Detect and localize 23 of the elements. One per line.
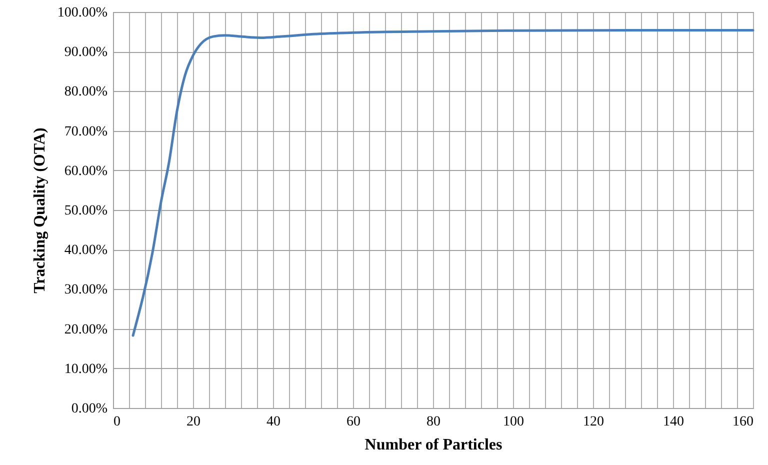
y-tick-label: 100.00% bbox=[57, 6, 108, 20]
x-tick-label: 140 bbox=[663, 414, 684, 430]
x-tick-label: 0 bbox=[114, 414, 120, 430]
x-tick-label: 80 bbox=[426, 414, 440, 430]
y-tick-label: 50.00% bbox=[64, 204, 108, 218]
y-tick-label: 10.00% bbox=[64, 362, 108, 377]
y-tick-label: 20.00% bbox=[64, 322, 108, 338]
y-tick-label: 0.00% bbox=[71, 402, 108, 416]
x-tick-label: 20 bbox=[186, 414, 200, 430]
y-tick-label: 80.00% bbox=[64, 84, 108, 100]
line-series bbox=[132, 28, 754, 337]
y-tick-label: 70.00% bbox=[64, 124, 108, 140]
x-axis-title: Number of Particles bbox=[364, 436, 502, 454]
y-axis-title: Tracking Quality (OTA) bbox=[31, 128, 48, 294]
x-tick-label: 40 bbox=[266, 414, 280, 430]
y-tick-label: 30.00% bbox=[64, 282, 108, 298]
y-tick-label: 40.00% bbox=[64, 243, 108, 258]
y-tick-label: 90.00% bbox=[64, 45, 108, 60]
x-tick-label: 60 bbox=[346, 414, 360, 430]
x-tick-label: 160 bbox=[732, 414, 754, 430]
x-tick-label: 100 bbox=[503, 414, 524, 430]
y-tick-label: 60.00% bbox=[64, 164, 108, 179]
x-tick-label: 120 bbox=[583, 414, 604, 430]
